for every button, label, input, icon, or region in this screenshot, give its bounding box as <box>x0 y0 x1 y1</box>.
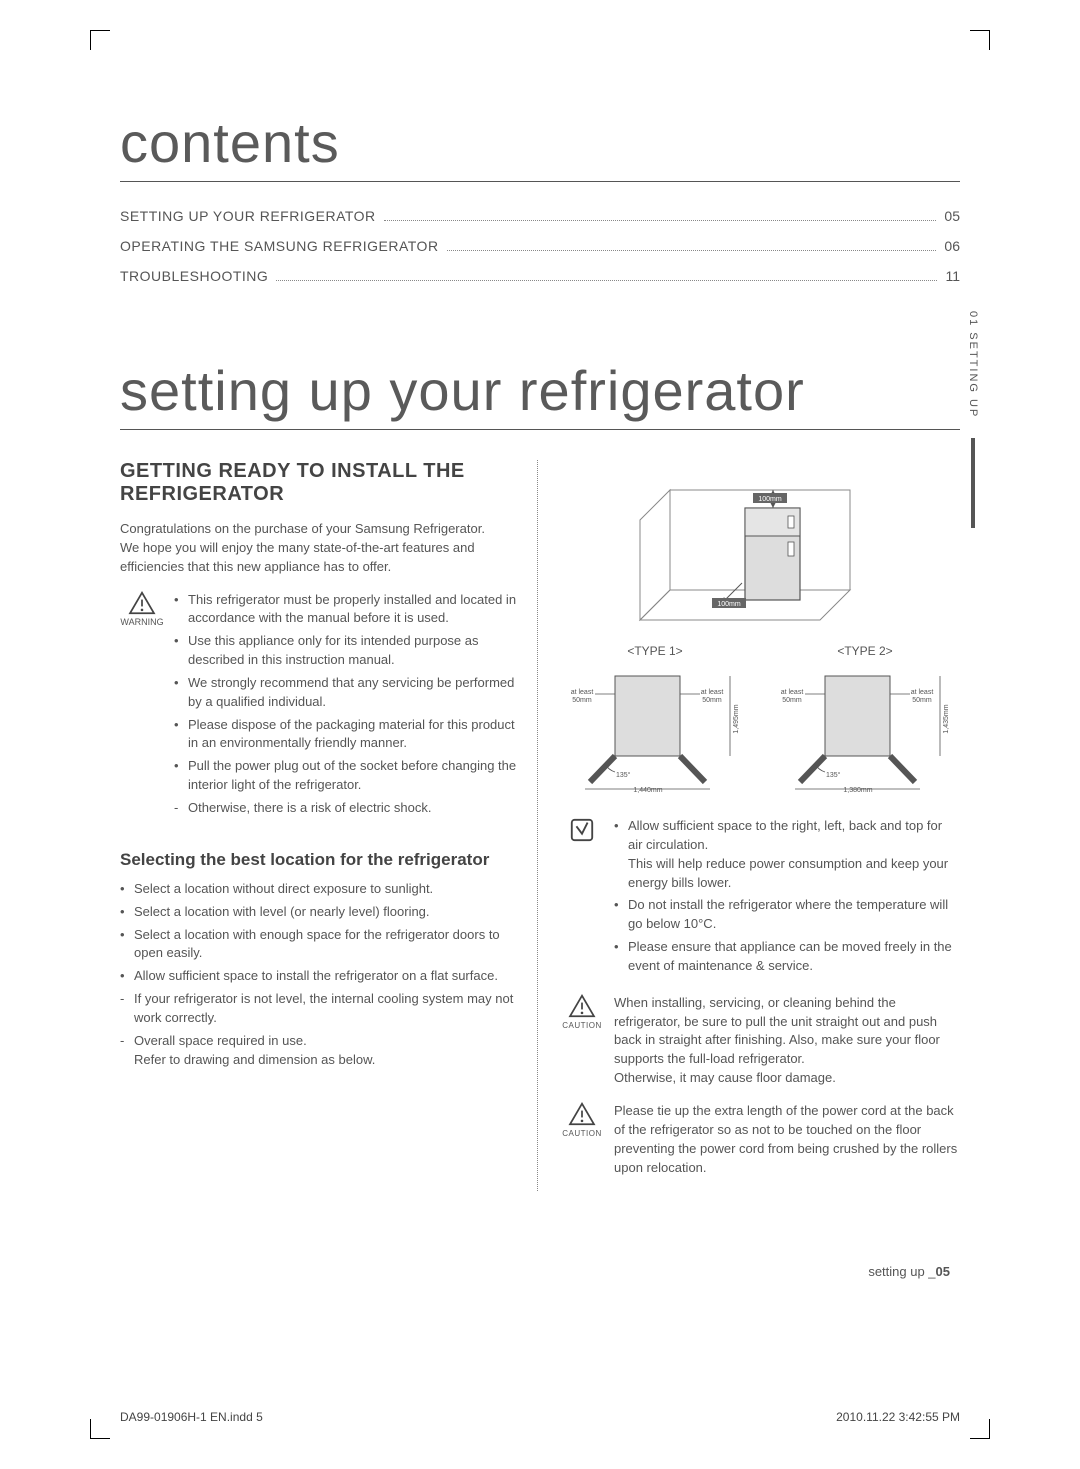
svg-text:at least: at least <box>701 689 724 696</box>
svg-text:135°: 135° <box>826 771 841 779</box>
contents-heading: contents <box>120 110 960 182</box>
caution-label: CAUTION <box>562 1021 602 1030</box>
location-list: Select a location without direct exposur… <box>120 880 519 1070</box>
svg-text:at least: at least <box>781 689 804 696</box>
type2-label: <TYPE 2> <box>770 644 960 658</box>
type2-col: <TYPE 2> 135° at least 50mm at least 50m… <box>770 644 960 799</box>
side-tab-bar <box>971 438 975 528</box>
toc-page: 05 <box>944 208 960 224</box>
warning-dash: Otherwise, there is a risk of electric s… <box>174 799 519 818</box>
right-column: 100mm 100mm <TYPE 1> <box>560 460 960 1191</box>
warning-item: This refrigerator must be properly insta… <box>174 591 519 629</box>
intro-para: Congratulations on the purchase of your … <box>120 520 519 577</box>
warning-item: We strongly recommend that any servicing… <box>174 674 519 712</box>
side-tab-label: 01 SETTING UP <box>967 305 979 418</box>
toc-dots <box>384 220 937 221</box>
warning-item: Pull the power plug out of the socket be… <box>174 757 519 795</box>
side-tab: 01 SETTING UP <box>962 305 984 585</box>
svg-text:1,435mm: 1,435mm <box>943 704 950 733</box>
footer-text: setting up _ <box>868 1264 935 1279</box>
svg-text:50mm: 50mm <box>782 697 802 704</box>
left-column: GETTING READY TO INSTALL THE REFRIGERATO… <box>120 460 538 1191</box>
toc-row: TROUBLESHOOTING 11 <box>120 268 960 284</box>
type2-diagram: 135° at least 50mm at least 50mm 1,435mm… <box>770 664 960 794</box>
toc-label: SETTING UP YOUR REFRIGERATOR <box>120 208 376 224</box>
loc-item: Allow sufficient space to install the re… <box>120 967 519 986</box>
caution-block-2: CAUTION Please tie up the extra length o… <box>560 1102 960 1177</box>
warning-item: Please dispose of the packaging material… <box>174 716 519 754</box>
note-item: Allow sufficient space to the right, lef… <box>614 817 960 892</box>
loc-dash: Overall space required in use. Refer to … <box>120 1032 519 1070</box>
note-icon <box>560 817 604 980</box>
caution-icon: CAUTION <box>560 994 604 1088</box>
setup-heading: setting up your refrigerator <box>120 358 960 430</box>
note-item: Please ensure that appliance can be move… <box>614 938 960 976</box>
caution-text-1: When installing, servicing, or cleaning … <box>614 994 960 1088</box>
room-front-label: 100mm <box>717 601 741 608</box>
type1-label: <TYPE 1> <box>560 644 750 658</box>
type1-col: <TYPE 1> 135° at least 50mm <box>560 644 750 799</box>
page-footer: setting up _05 <box>868 1264 950 1279</box>
svg-text:50mm: 50mm <box>912 697 932 704</box>
svg-text:50mm: 50mm <box>572 697 592 704</box>
section-title: GETTING READY TO INSTALL THE REFRIGERATO… <box>120 460 519 506</box>
svg-text:1,495mm: 1,495mm <box>733 704 740 733</box>
loc-item: Select a location without direct exposur… <box>120 880 519 899</box>
loc-item: Select a location with level (or nearly … <box>120 903 519 922</box>
toc-row: SETTING UP YOUR REFRIGERATOR 05 <box>120 208 960 224</box>
toc-label: OPERATING THE SAMSUNG REFRIGERATOR <box>120 238 439 254</box>
svg-text:50mm: 50mm <box>702 697 722 704</box>
caution-label: CAUTION <box>562 1129 602 1138</box>
location-title: Selecting the best location for the refr… <box>120 850 519 870</box>
svg-text:1,380mm: 1,380mm <box>843 787 872 794</box>
note-item: Do not install the refrigerator where th… <box>614 896 960 934</box>
toc-label: TROUBLESHOOTING <box>120 268 268 284</box>
toc-page: 11 <box>945 268 960 284</box>
caution-text-2: Please tie up the extra length of the po… <box>614 1102 960 1177</box>
loc-item: Select a location with enough space for … <box>120 926 519 964</box>
note-list: Allow sufficient space to the right, lef… <box>614 817 960 980</box>
room-top-label: 100mm <box>758 496 782 503</box>
svg-text:135°: 135° <box>616 771 631 779</box>
toc-dots <box>276 280 937 281</box>
type-diagrams: <TYPE 1> 135° at least 50mm <box>560 644 960 799</box>
print-left: DA99-01906H-1 EN.indd 5 <box>120 1410 263 1424</box>
toc-page: 06 <box>944 238 960 254</box>
warning-icon <box>128 591 156 615</box>
note-block: Allow sufficient space to the right, lef… <box>560 817 960 980</box>
warning-item: Use this appliance only for its intended… <box>174 632 519 670</box>
footer-page: 05 <box>936 1264 950 1279</box>
intro-2: We hope you will enjoy the many state-of… <box>120 540 475 574</box>
warning-list: This refrigerator must be properly insta… <box>174 591 519 822</box>
caution-block-1: CAUTION When installing, servicing, or c… <box>560 994 960 1088</box>
toc-dots <box>447 250 937 251</box>
print-right: 2010.11.22 3:42:55 PM <box>836 1410 960 1424</box>
warning-block: WARNING This refrigerator must be proper… <box>120 591 519 822</box>
toc-row: OPERATING THE SAMSUNG REFRIGERATOR 06 <box>120 238 960 254</box>
svg-text:at least: at least <box>571 689 594 696</box>
warning-label: WARNING <box>120 617 163 627</box>
print-footer: DA99-01906H-1 EN.indd 5 2010.11.22 3:42:… <box>120 1410 960 1424</box>
type1-diagram: 135° at least 50mm at least 50mm 1,495mm <box>560 664 750 794</box>
room-diagram: 100mm 100mm <box>560 460 960 630</box>
loc-dash: If your refrigerator is not level, the i… <box>120 990 519 1028</box>
caution-icon: CAUTION <box>560 1102 604 1177</box>
svg-text:1,440mm: 1,440mm <box>633 787 662 794</box>
svg-text:at least: at least <box>911 689 934 696</box>
intro-1: Congratulations on the purchase of your … <box>120 521 485 536</box>
warning-icon-col: WARNING <box>120 591 164 822</box>
